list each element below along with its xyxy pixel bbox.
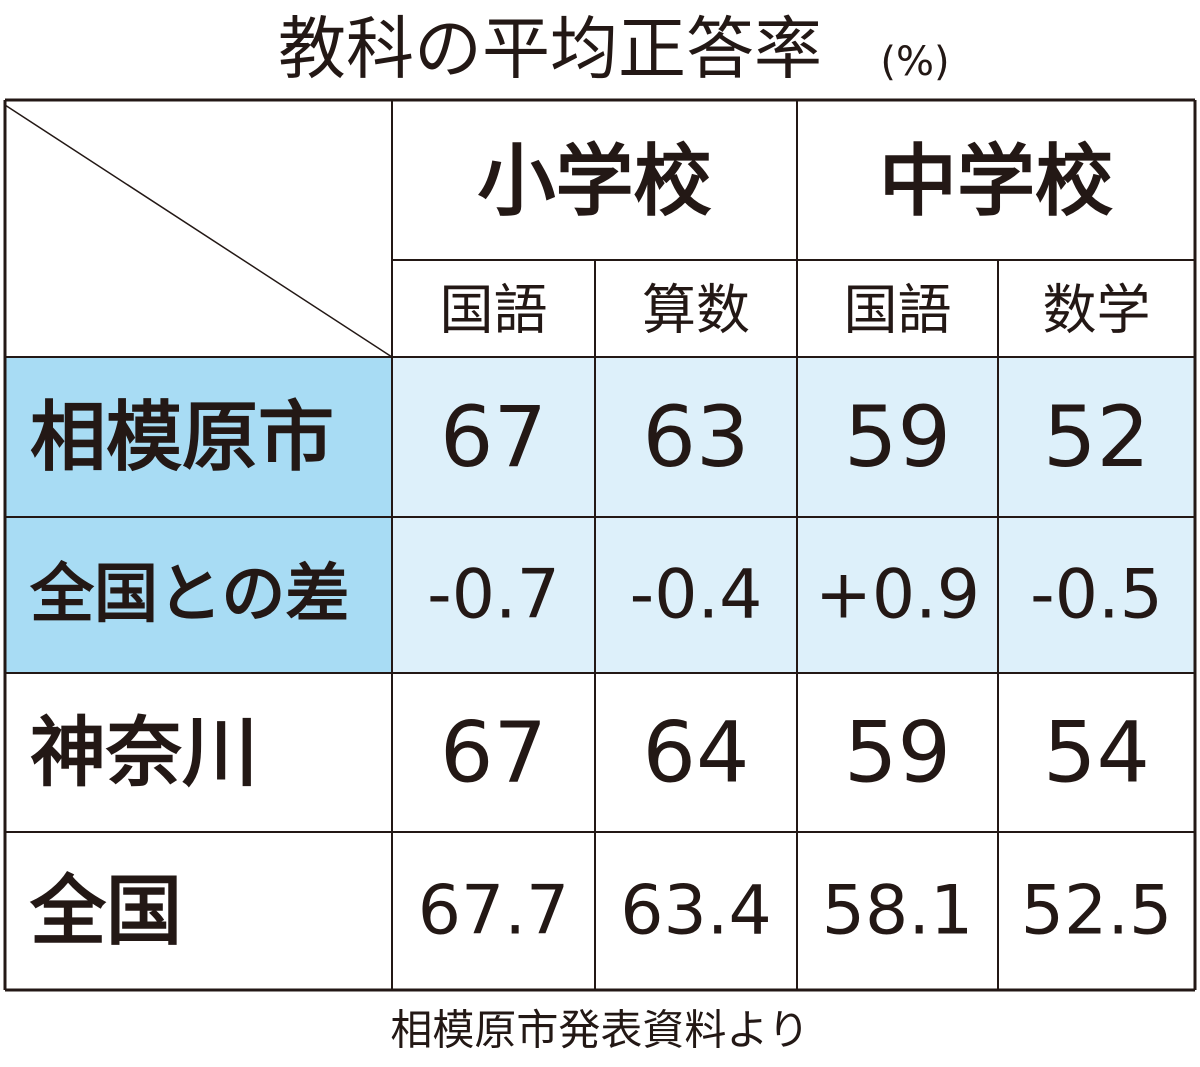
subject-header: 国語 bbox=[844, 279, 952, 342]
row-label: 神奈川 bbox=[30, 708, 258, 797]
group-header: 中学校 bbox=[879, 137, 1113, 227]
source: 相模原市発表資料より bbox=[390, 1006, 809, 1055]
cell-value: 52 bbox=[1043, 388, 1150, 486]
cell-value: 58.1 bbox=[822, 872, 973, 951]
cell-value: -0.7 bbox=[427, 556, 560, 635]
row-label: 全国との差 bbox=[29, 558, 349, 632]
cell-value: 59 bbox=[844, 704, 951, 802]
cell-value: 54 bbox=[1043, 704, 1150, 802]
cell-value: +0.9 bbox=[815, 556, 980, 635]
group-header: 小学校 bbox=[477, 137, 711, 227]
cell-value: 63 bbox=[643, 388, 750, 486]
cell-value: 63.4 bbox=[620, 872, 771, 951]
cell-value: -0.4 bbox=[630, 556, 763, 635]
cell-value: -0.5 bbox=[1030, 556, 1163, 635]
row-cells-bg bbox=[392, 517, 1195, 673]
cell-value: 67 bbox=[440, 704, 547, 802]
table-line bbox=[4, 104, 393, 358]
row-label: 相模原市 bbox=[30, 393, 334, 482]
title-unit: (%) bbox=[880, 39, 949, 85]
subject-header: 国語 bbox=[440, 279, 548, 342]
cell-value: 67.7 bbox=[418, 872, 569, 951]
subject-header: 数学 bbox=[1043, 279, 1151, 342]
cell-value: 59 bbox=[844, 388, 951, 486]
cell-value: 52.5 bbox=[1021, 872, 1172, 951]
row-label-bg bbox=[5, 517, 392, 673]
subject-header: 算数 bbox=[642, 279, 750, 342]
cell-value: 64 bbox=[643, 704, 750, 802]
cell-value: 67 bbox=[440, 388, 547, 486]
title: 教科の平均正答率 bbox=[278, 11, 822, 90]
row-cells-bg bbox=[392, 357, 1195, 517]
row-label-bg bbox=[5, 357, 392, 517]
row-label: 全国 bbox=[29, 867, 182, 956]
